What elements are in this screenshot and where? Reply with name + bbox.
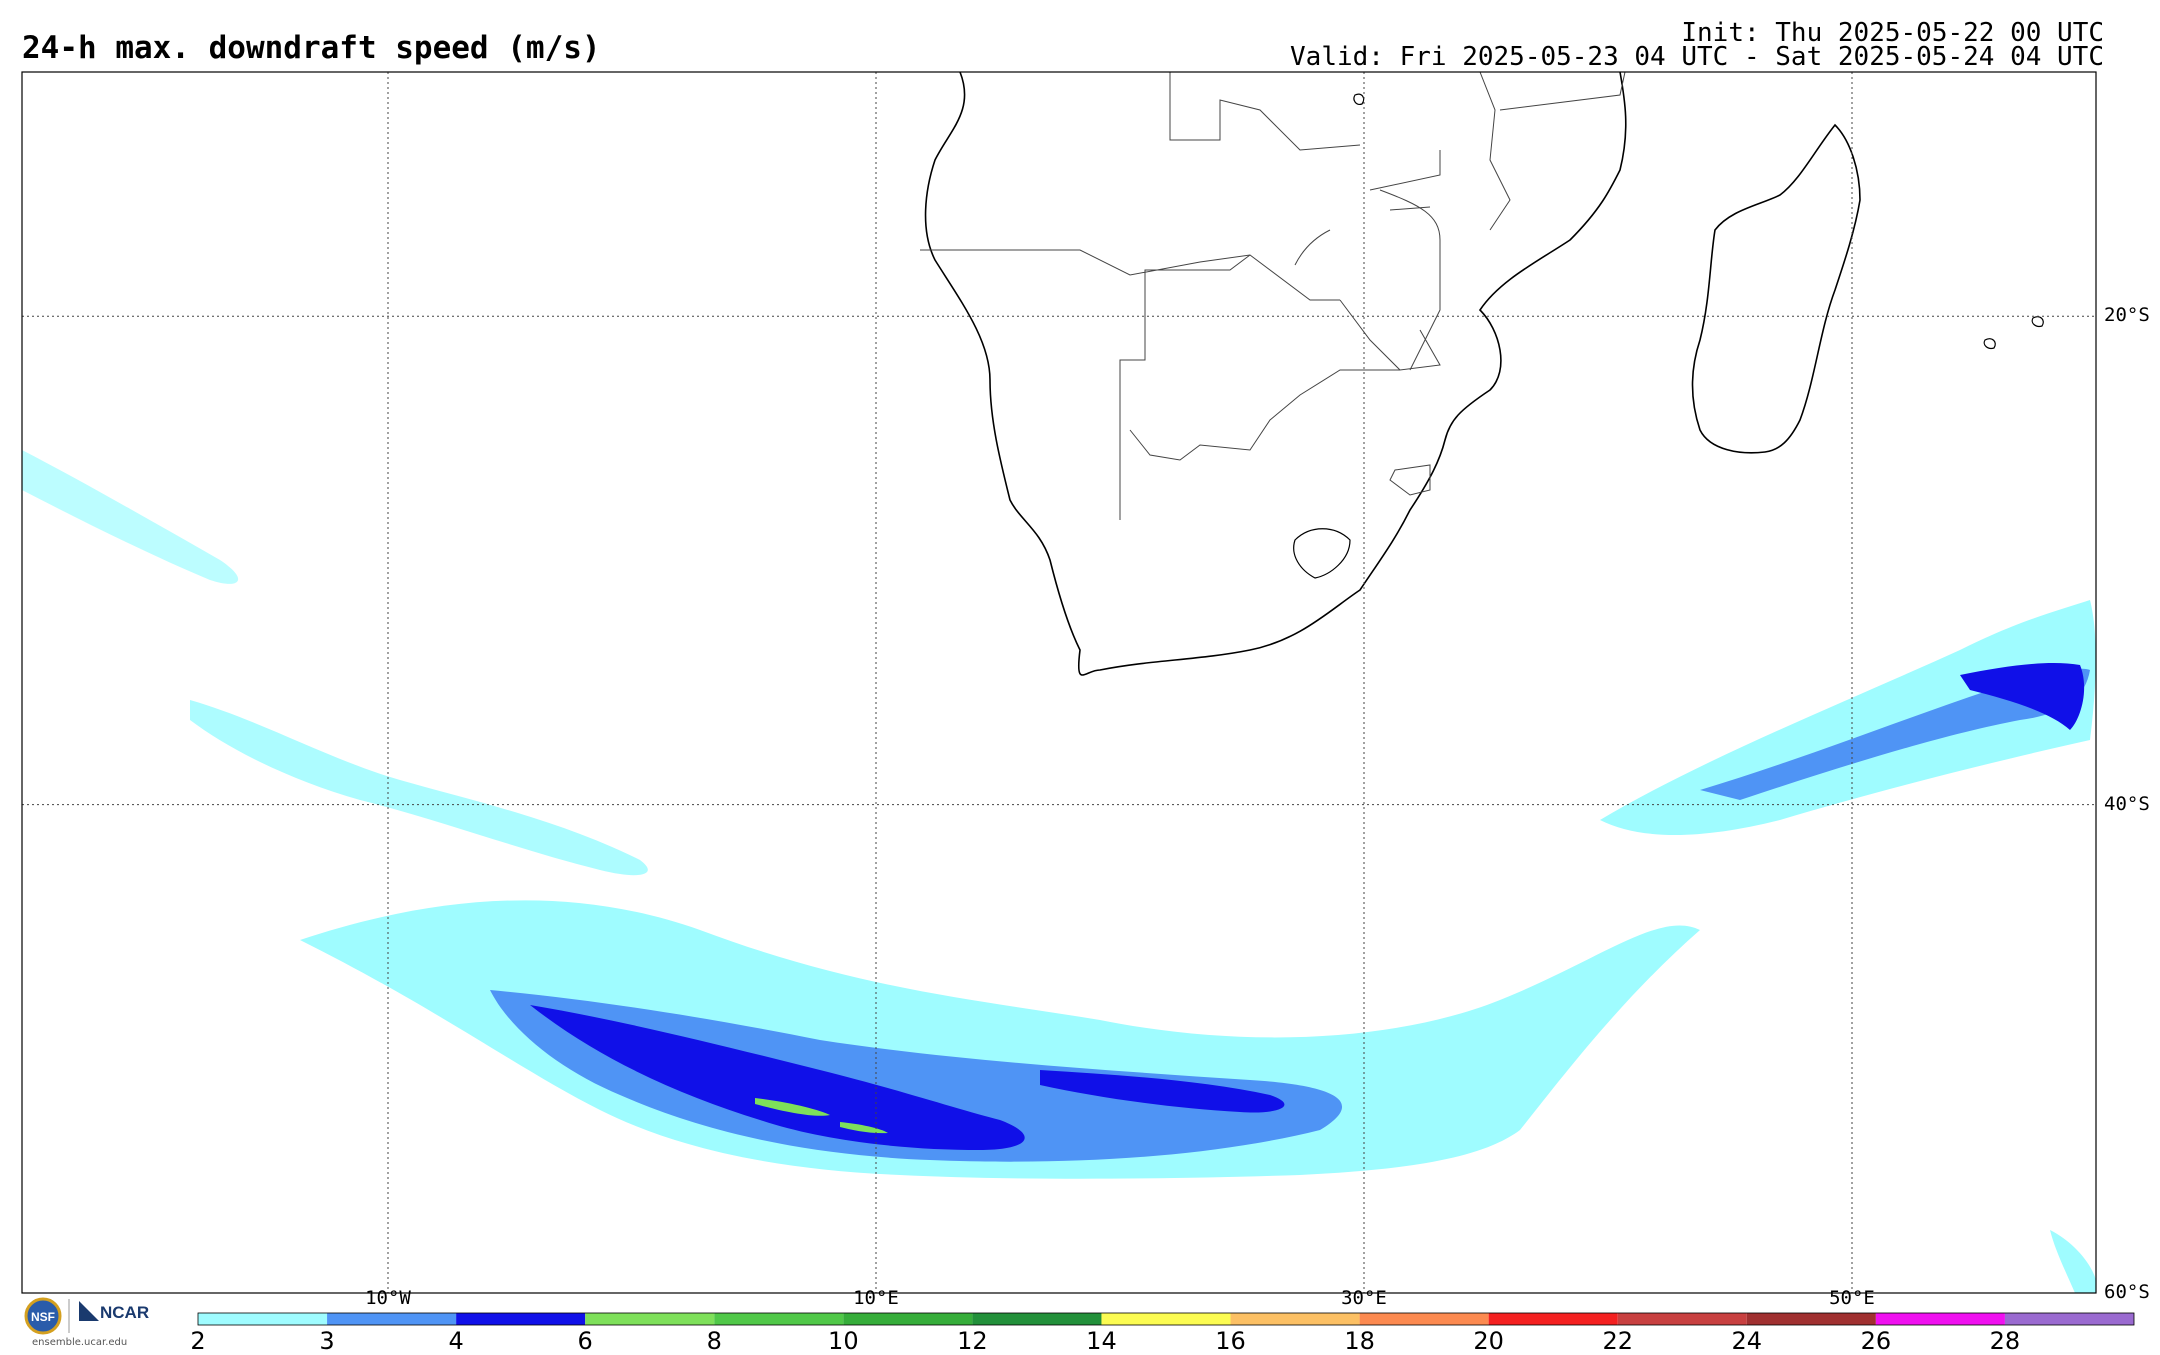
downdraft-band-medium [490, 990, 1343, 1162]
lat-label-0: 20°S [2104, 304, 2150, 327]
colorbar-swatch-0 [198, 1313, 328, 1325]
colorbar-tick-5: 10 [828, 1327, 859, 1355]
reunion-island [2031, 316, 2044, 328]
downdraft-core-green [755, 1098, 830, 1116]
downdraft-field [22, 450, 2096, 1293]
downdraft-east-band [1600, 600, 2096, 835]
colorbar-tick-7: 14 [1086, 1327, 1117, 1355]
colorbar-tick-14: 28 [1989, 1327, 2021, 1355]
colorbar-tick-13: 26 [1860, 1327, 1892, 1355]
colorbar-swatch-3 [585, 1313, 715, 1325]
nsf-logo-icon: NSF [24, 1297, 99, 1335]
mauritius-island [1983, 338, 1996, 350]
colorbar-swatch-10 [1488, 1313, 1618, 1325]
colorbar-tick-9: 18 [1344, 1327, 1375, 1355]
lat-label-1: 40°S [2104, 792, 2150, 815]
colorbar-swatch-14 [2004, 1313, 2134, 1325]
colorbar-tick-1: 3 [319, 1327, 335, 1355]
colorbar-swatch-2 [456, 1313, 586, 1325]
downdraft-core-green-2 [840, 1122, 888, 1134]
downdraft-east-medium [1700, 668, 2090, 800]
svg-text:NSF: NSF [31, 1310, 55, 1324]
downdraft-far-west [22, 450, 239, 584]
logo: NSF [22, 1295, 157, 1345]
downdraft-se-corner [2050, 1230, 2096, 1293]
valid-time: Valid: Fri 2025-05-23 04 UTC - Sat 2025-… [1290, 42, 2104, 72]
madagascar-coastline [1691, 123, 1861, 454]
colorbar-swatch-11 [1617, 1313, 1747, 1325]
colorbar-tick-8: 16 [1215, 1327, 1246, 1355]
map-frame [21, 71, 2097, 1294]
colorbar-swatch-4 [714, 1313, 844, 1325]
coastlines [920, 72, 2044, 676]
colorbar-tick-0: 2 [190, 1327, 206, 1355]
lat-label-2: 60°S [2104, 1281, 2150, 1303]
ensemble-site-label: ensemble.ucar.edu [32, 1337, 128, 1348]
graticule [22, 72, 2096, 1293]
ncar-label: NCAR [100, 1303, 150, 1322]
map-title: 24-h max. downdraft speed (m/s) [22, 30, 601, 66]
colorbar-tick-11: 22 [1602, 1327, 1633, 1355]
downdraft-east-dark [1960, 663, 2085, 730]
downdraft-band-dark [530, 1005, 1025, 1150]
colorbar-tick-2: 4 [448, 1327, 464, 1355]
downdraft-west-streaks [190, 700, 648, 876]
colorbar-tick-4: 8 [706, 1327, 722, 1355]
colorbar-swatch-6 [972, 1313, 1102, 1325]
downdraft-band-light [300, 900, 1700, 1179]
country-borders [920, 72, 1626, 520]
lesotho-border [1293, 528, 1351, 579]
africa-coastline [924, 72, 1627, 676]
lon-label-0: 10°W [365, 1287, 411, 1309]
lon-label-2: 30°E [1341, 1287, 1387, 1309]
colorbar-tick-10: 20 [1473, 1327, 1504, 1355]
lake-victoria-like [1353, 93, 1365, 105]
colorbar-tick-6: 12 [957, 1327, 988, 1355]
colorbar-swatch-13 [1875, 1313, 2005, 1325]
colorbar-tick-12: 24 [1731, 1327, 1763, 1355]
colorbar-swatch-8 [1230, 1313, 1360, 1325]
lon-label-3: 50°E [1829, 1287, 1875, 1309]
lon-label-1: 10°E [853, 1287, 899, 1309]
colorbar-swatch-1 [327, 1313, 457, 1325]
init-time: Init: Thu 2025-05-22 00 UTC [1681, 18, 2104, 48]
colorbar-swatch-12 [1746, 1313, 1876, 1325]
colorbar-swatch-7 [1101, 1313, 1231, 1325]
colorbar-tick-3: 6 [577, 1327, 593, 1355]
downdraft-streak-east [1040, 1070, 1285, 1113]
colorbar [197, 1312, 2135, 1326]
colorbar-swatch-9 [1359, 1313, 1489, 1325]
colorbar-outline [197, 1312, 2135, 1326]
colorbar-swatch-5 [843, 1313, 973, 1325]
